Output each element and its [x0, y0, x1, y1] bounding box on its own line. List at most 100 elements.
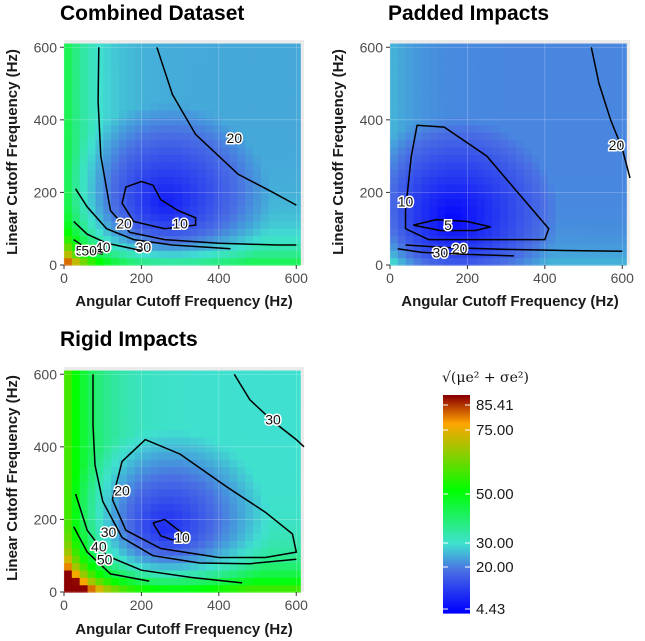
heat-tile	[189, 87, 199, 96]
heat-tile	[237, 117, 246, 126]
heat-tile	[245, 87, 254, 96]
heat-tile	[87, 584, 97, 593]
heat-tile	[292, 525, 301, 534]
heat-tile	[563, 80, 572, 89]
heat-tile	[95, 43, 104, 52]
heat-tile	[126, 183, 136, 192]
heat-tile	[150, 80, 160, 89]
heat-tile	[276, 525, 286, 534]
heat-tile	[284, 510, 293, 519]
heat-tile	[571, 146, 580, 155]
heat-tile	[245, 518, 254, 527]
heat-tile	[237, 242, 246, 251]
heat-tile	[126, 488, 136, 497]
heat-tile	[555, 139, 564, 148]
heat-tile	[63, 422, 73, 431]
heat-tile	[63, 95, 73, 104]
heat-tile	[182, 198, 191, 207]
heat-tile	[429, 205, 438, 214]
heat-tile	[405, 250, 415, 259]
heat-tile	[221, 124, 230, 133]
heat-tile	[571, 132, 580, 141]
heat-tile	[578, 242, 588, 251]
heat-tile	[166, 124, 175, 133]
heat-tile	[197, 437, 207, 445]
heat-tile	[126, 132, 136, 141]
contour-line-20	[97, 47, 297, 246]
heat-tile	[237, 503, 246, 512]
heat-tile	[87, 176, 97, 185]
heat-tile	[500, 257, 509, 266]
heat-tile	[260, 488, 270, 497]
heat-tile	[452, 205, 462, 214]
legend-color-step	[443, 573, 470, 576]
heat-tile	[174, 198, 183, 207]
heat-tile	[197, 205, 207, 214]
heat-tile	[252, 481, 262, 490]
heat-tile	[547, 80, 556, 89]
heat-tile	[71, 80, 81, 89]
heat-tile	[276, 569, 286, 578]
heat-tile	[182, 451, 191, 460]
heat-tile	[508, 50, 517, 59]
heat-tile	[515, 146, 525, 155]
heat-tile	[547, 183, 556, 192]
heat-tile	[245, 191, 254, 200]
heat-tile	[103, 407, 112, 416]
heat-tile	[555, 257, 564, 266]
heat-tile	[437, 183, 446, 192]
heat-tile	[237, 43, 246, 52]
heat-tile	[500, 213, 509, 222]
heat-tile	[602, 250, 612, 259]
heat-tile	[284, 540, 293, 549]
heat-tile	[166, 213, 175, 222]
heat-tile	[445, 117, 454, 126]
heat-tile	[111, 176, 120, 185]
heat-tile	[237, 65, 246, 74]
heat-tile	[594, 146, 604, 155]
heat-tile	[79, 400, 89, 409]
heat-tile	[492, 176, 501, 185]
heat-tile	[205, 117, 215, 126]
heat-tile	[182, 242, 191, 251]
heat-tile	[95, 58, 104, 67]
heat-tile	[252, 577, 262, 586]
heat-tile	[413, 87, 423, 96]
heat-tile	[237, 466, 246, 475]
legend-color-step	[443, 534, 470, 538]
heat-tile	[182, 473, 191, 482]
heat-tile	[103, 183, 112, 192]
heat-tile	[197, 496, 207, 505]
heat-tile	[237, 392, 246, 401]
heat-tile	[508, 213, 517, 222]
heat-tile	[260, 87, 270, 96]
heat-tile	[437, 87, 446, 96]
legend-color-step	[443, 462, 470, 465]
heat-tile	[63, 220, 73, 229]
heat-tile	[111, 154, 120, 163]
heat-tile	[166, 481, 175, 490]
heat-tile	[245, 146, 254, 155]
heat-tile	[142, 110, 152, 118]
heat-tile	[205, 87, 215, 96]
heat-tile	[276, 496, 286, 505]
heat-tile	[245, 532, 254, 541]
heat-tile	[602, 50, 612, 59]
heat-tile	[610, 257, 619, 266]
heat-tile	[389, 220, 399, 229]
heat-tile	[166, 110, 175, 118]
heat-tile	[492, 154, 501, 163]
heat-tile	[421, 161, 430, 170]
heat-tile	[252, 183, 262, 192]
legend-color-step	[443, 600, 470, 603]
heat-tile	[610, 205, 619, 214]
x-axis-label: Angular Cutoff Frequency (Hz)	[75, 621, 293, 638]
heat-tile	[484, 198, 493, 207]
heat-tile	[205, 488, 215, 497]
heat-tile	[594, 73, 604, 82]
heat-tile	[602, 183, 612, 192]
heat-tile	[268, 400, 278, 409]
heat-tile	[158, 407, 167, 416]
heat-tile	[276, 80, 286, 89]
heat-tile	[460, 183, 470, 192]
